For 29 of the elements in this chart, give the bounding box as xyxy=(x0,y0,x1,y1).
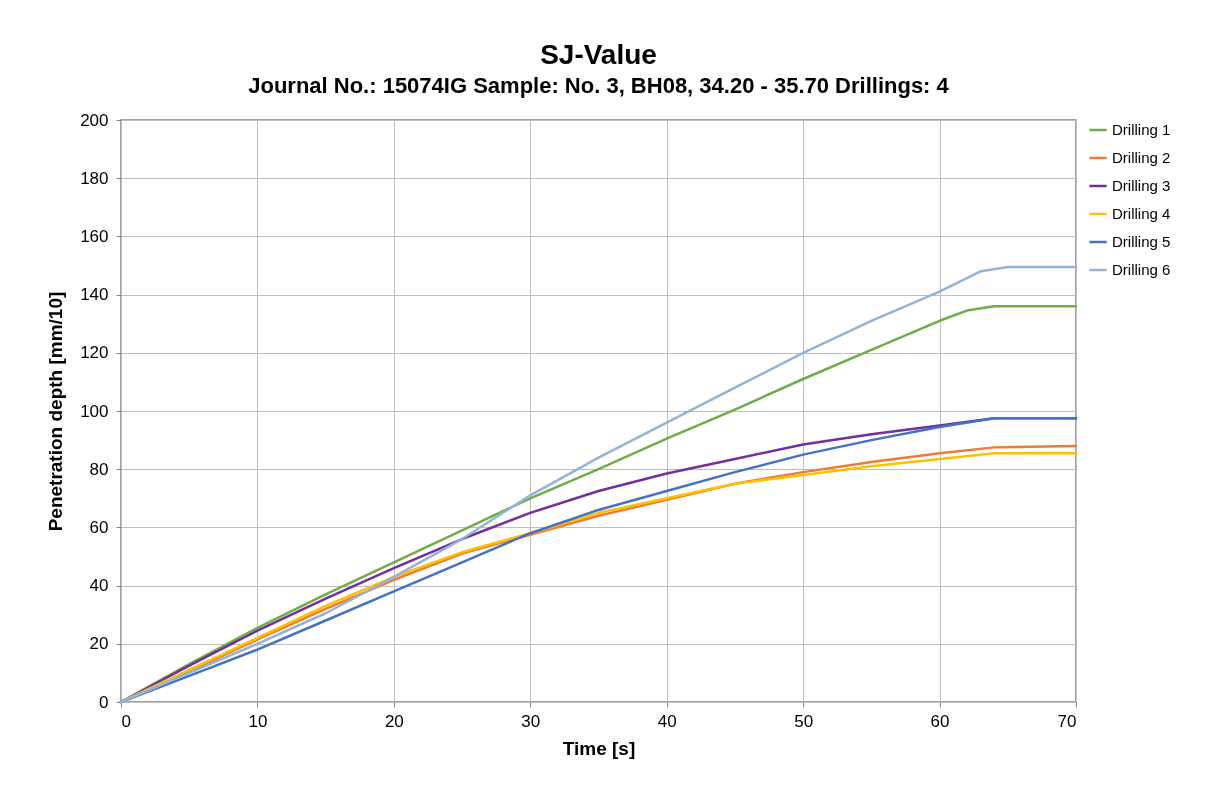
legend-label: Drilling 1 xyxy=(1112,121,1171,138)
y-tick-label: 80 xyxy=(89,459,109,479)
chart-subtitle: Journal No.: 15074IG Sample: No. 3, BH08, 34.20 - 35.70 Drillings: 4 xyxy=(248,73,950,98)
y-tick-label: 0 xyxy=(99,692,109,712)
x-tick-label: 10 xyxy=(248,711,268,731)
legend-label: Drilling 2 xyxy=(1112,149,1171,166)
y-tick-label: 40 xyxy=(89,576,109,596)
y-tick-label: 20 xyxy=(89,634,109,654)
chart-title: SJ-Value xyxy=(540,39,657,70)
y-tick-label: 100 xyxy=(80,401,109,421)
legend-label: Drilling 3 xyxy=(1112,177,1171,194)
x-tick-label: 0 xyxy=(121,711,131,731)
legend-label: Drilling 4 xyxy=(1112,205,1171,222)
y-tick-label: 60 xyxy=(89,517,109,537)
x-tick-label: 60 xyxy=(930,711,950,731)
x-tick-label: 30 xyxy=(521,711,541,731)
x-tick-label: 50 xyxy=(794,711,814,731)
y-tick-label: 200 xyxy=(80,110,109,130)
x-axis-title: Time [s] xyxy=(562,737,636,759)
y-tick-label: 140 xyxy=(80,285,109,305)
legend-label: Drilling 6 xyxy=(1112,261,1171,278)
x-tick-label: 70 xyxy=(1057,711,1077,731)
x-tick-label: 20 xyxy=(384,711,404,731)
y-tick-label: 180 xyxy=(80,168,109,188)
y-tick-label: 120 xyxy=(80,343,109,363)
x-tick-label: 40 xyxy=(657,711,677,731)
legend-label: Drilling 5 xyxy=(1112,233,1171,250)
y-tick-label: 160 xyxy=(80,226,109,246)
y-axis-title: Penetration depth [mm/10] xyxy=(45,291,67,532)
